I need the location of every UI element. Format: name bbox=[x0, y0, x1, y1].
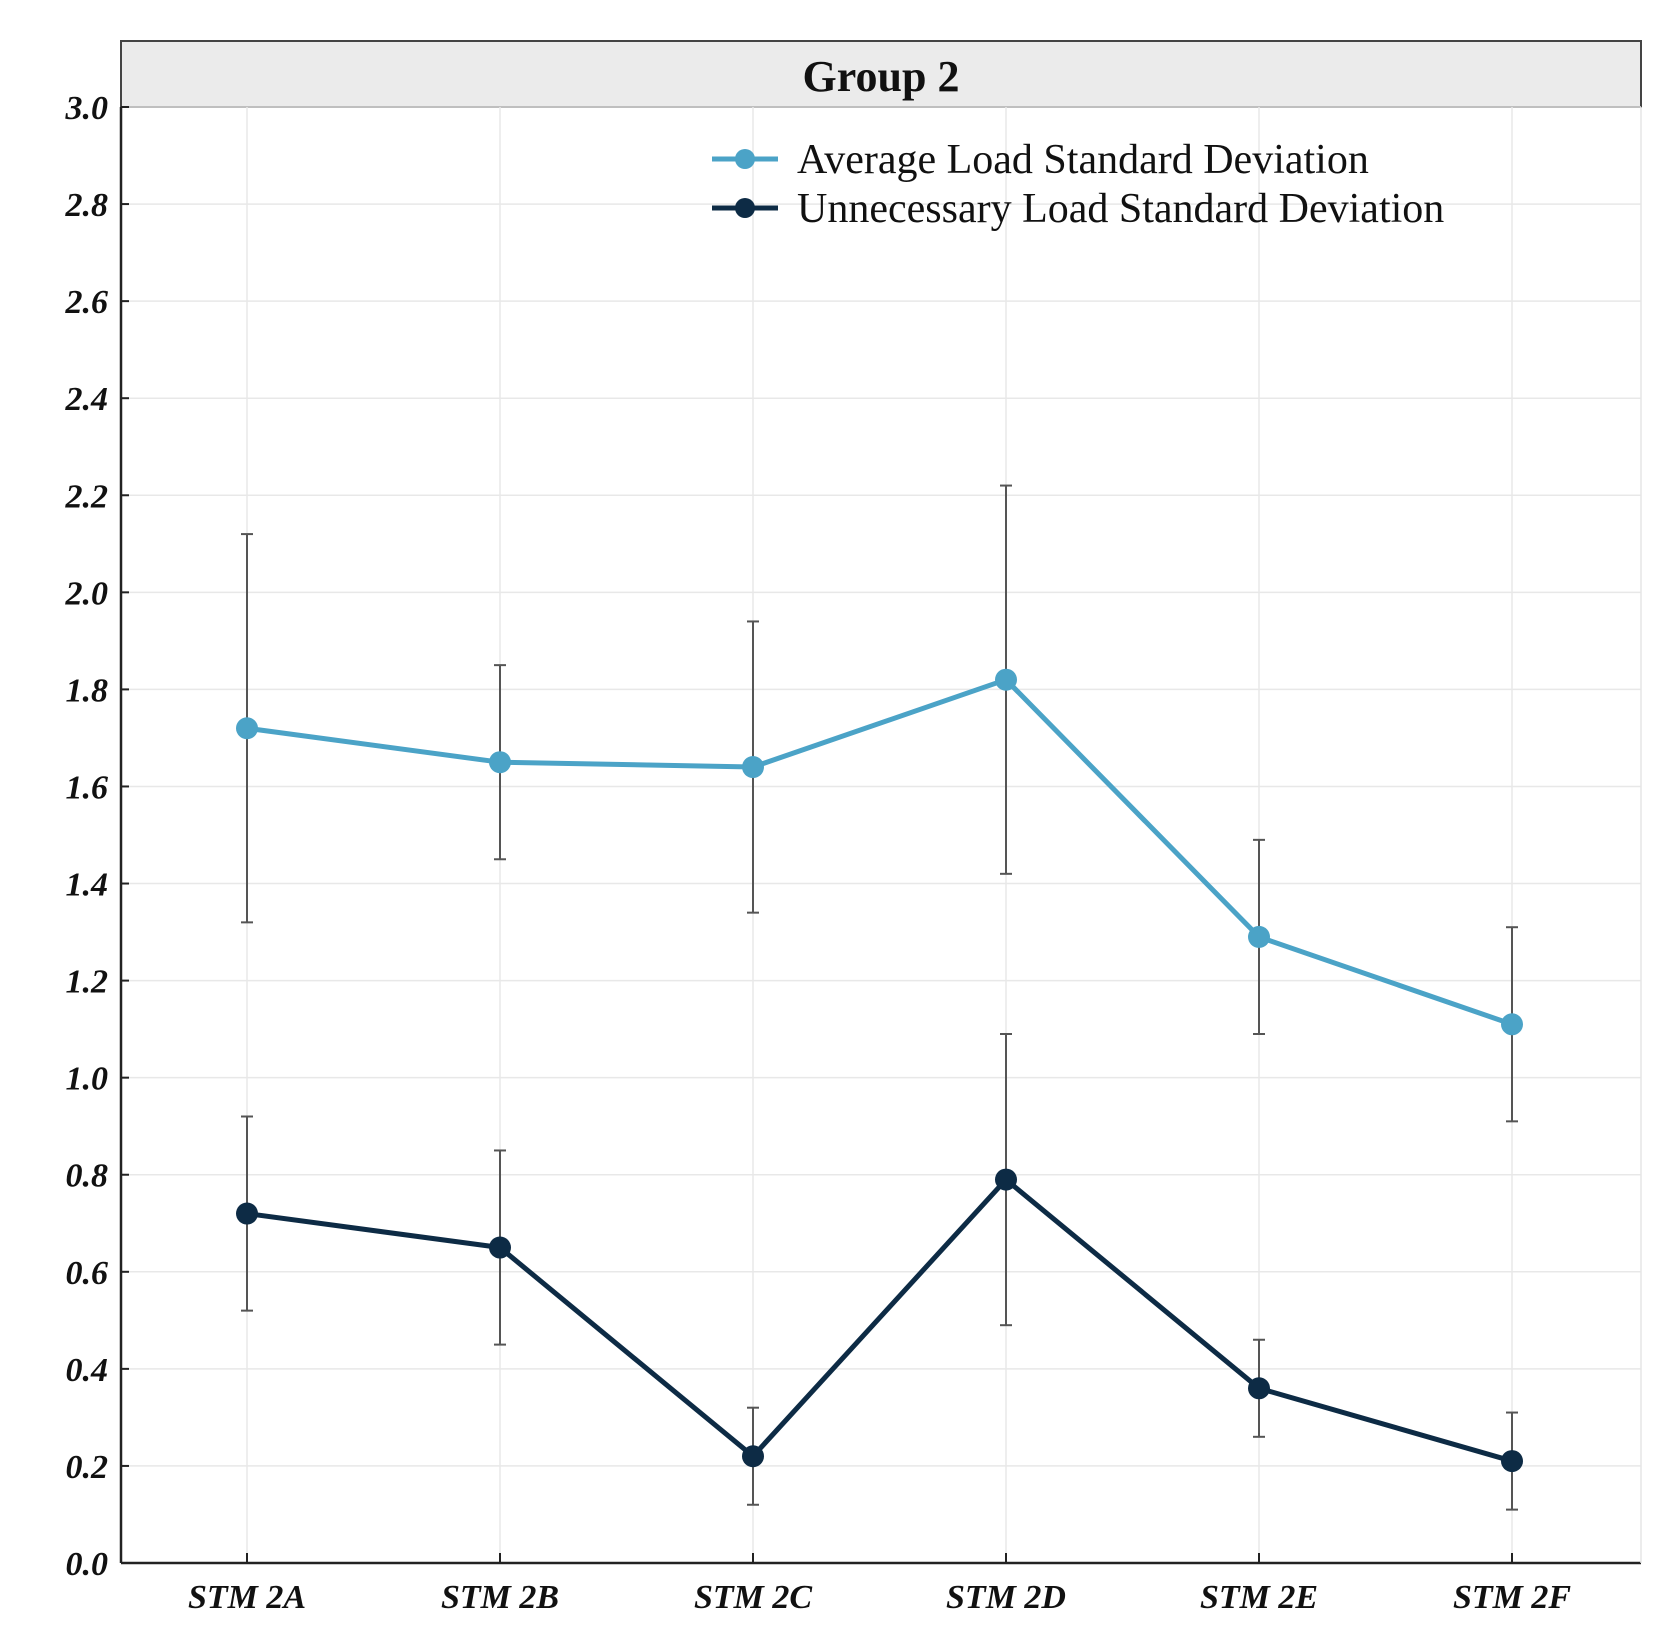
series-lines bbox=[246, 677, 1513, 1464]
data-point bbox=[995, 1168, 1017, 1191]
y-tick-label: 0.6 bbox=[66, 1255, 109, 1292]
y-tick-label: 1.6 bbox=[66, 769, 109, 806]
series-line-0 bbox=[246, 677, 1513, 1027]
y-tick-label: 2.2 bbox=[65, 478, 109, 515]
y-tick-label: 0.4 bbox=[66, 1352, 109, 1389]
legend-label-unnecessary: Unnecessary Load Standard Deviation bbox=[797, 186, 1444, 232]
title-bar bbox=[120, 40, 1642, 108]
y-tick-label: 0.8 bbox=[66, 1158, 109, 1195]
data-point bbox=[489, 751, 511, 774]
legend: Average Load Standard Deviation Unnecess… bbox=[712, 137, 1444, 232]
legend-label-average: Average Load Standard Deviation bbox=[797, 137, 1369, 183]
data-point bbox=[1501, 1013, 1523, 1036]
data-point bbox=[1248, 925, 1270, 948]
x-tick-label: STM 2A bbox=[188, 1579, 306, 1616]
y-tick-label: 3.0 bbox=[65, 90, 109, 127]
x-tick-label: STM 2E bbox=[1200, 1579, 1318, 1616]
y-tick-label: 1.0 bbox=[66, 1061, 109, 1098]
y-tick-label: 2.4 bbox=[65, 381, 109, 418]
y-tick-label: 2.0 bbox=[65, 575, 109, 612]
y-tick-label: 2.6 bbox=[65, 284, 109, 321]
data-point bbox=[995, 668, 1017, 691]
chart-title: Group 2 bbox=[803, 52, 960, 101]
data-point bbox=[742, 756, 764, 779]
y-tick-label: 1.8 bbox=[66, 672, 109, 709]
data-point bbox=[742, 1445, 764, 1468]
x-tick-label: STM 2B bbox=[441, 1579, 559, 1616]
series-points bbox=[236, 668, 1523, 1473]
data-point bbox=[236, 1202, 258, 1225]
series-line-1 bbox=[246, 1177, 1513, 1464]
x-tick-label: STM 2C bbox=[694, 1579, 812, 1616]
y-tick-label: 0.0 bbox=[66, 1546, 109, 1583]
data-point bbox=[1501, 1450, 1523, 1473]
y-tick-label: 0.2 bbox=[66, 1449, 109, 1486]
data-point bbox=[489, 1236, 511, 1259]
y-tick-label: 1.2 bbox=[66, 964, 109, 1001]
x-ticks: STM 2A STM 2B STM 2C STM 2D STM 2E STM 2F bbox=[188, 1553, 1571, 1616]
y-tick-label: 2.8 bbox=[65, 187, 109, 224]
x-tick-label: STM 2D bbox=[946, 1579, 1066, 1616]
y-tick-label: 1.4 bbox=[66, 867, 109, 904]
y-ticks: 0.0 0.2 0.4 0.6 0.8 1.0 1.2 1.4 1.6 1.8 2.0 2.2 2.4 2… bbox=[65, 90, 129, 1583]
grid bbox=[121, 106, 1641, 1563]
error-bars bbox=[241, 484, 1518, 1511]
legend-marker-unnecessary bbox=[735, 198, 755, 218]
legend-marker-average bbox=[735, 149, 755, 169]
data-point bbox=[236, 717, 258, 740]
x-tick-label: STM 2F bbox=[1453, 1579, 1571, 1616]
data-point bbox=[1248, 1377, 1270, 1400]
legend-entry-average: Average Load Standard Deviation bbox=[712, 137, 1369, 183]
legend-entry-unnecessary: Unnecessary Load Standard Deviation bbox=[712, 186, 1444, 232]
